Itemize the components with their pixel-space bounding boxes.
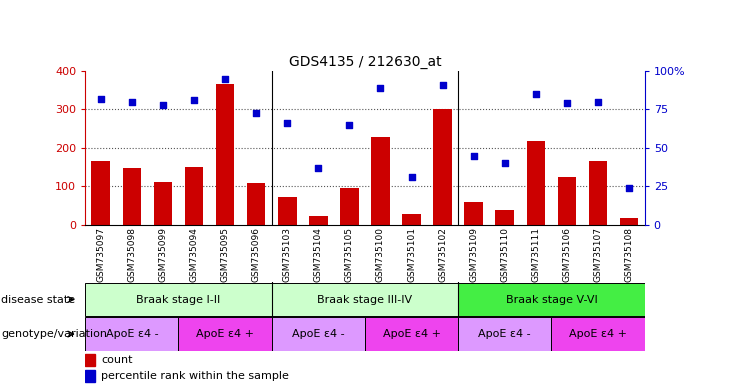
Point <box>282 120 293 126</box>
Point <box>344 122 356 128</box>
Text: Braak stage III-IV: Braak stage III-IV <box>317 295 413 305</box>
Bar <box>153 182 172 225</box>
Bar <box>340 188 359 225</box>
Bar <box>551 318 645 351</box>
Bar <box>122 168 141 225</box>
Bar <box>527 141 545 225</box>
Bar <box>85 283 272 316</box>
Point <box>499 160 511 166</box>
Bar <box>85 318 179 351</box>
Point <box>188 97 200 103</box>
Text: ApoE ε4 +: ApoE ε4 + <box>196 329 254 339</box>
Bar <box>496 210 514 225</box>
Bar <box>247 183 265 225</box>
Bar <box>309 216 328 225</box>
Bar <box>91 161 110 225</box>
Bar <box>85 370 96 382</box>
Point <box>219 76 231 82</box>
Point <box>126 99 138 105</box>
Point <box>157 102 169 108</box>
Point <box>530 91 542 97</box>
Point <box>561 100 573 106</box>
Point <box>95 96 107 102</box>
Text: ApoE ε4 +: ApoE ε4 + <box>382 329 441 339</box>
Bar <box>185 167 203 225</box>
Point <box>468 152 479 159</box>
Bar <box>588 161 608 225</box>
Bar <box>433 109 452 225</box>
Bar <box>402 214 421 225</box>
Text: Braak stage V-VI: Braak stage V-VI <box>505 295 597 305</box>
Text: disease state: disease state <box>1 295 76 305</box>
Text: ApoE ε4 -: ApoE ε4 - <box>479 329 531 339</box>
Bar <box>85 354 96 366</box>
Text: ApoE ε4 +: ApoE ε4 + <box>569 329 627 339</box>
Point <box>313 165 325 171</box>
Bar <box>465 202 483 225</box>
Bar <box>371 137 390 225</box>
Bar <box>278 197 296 225</box>
Text: count: count <box>101 355 133 365</box>
Point <box>405 174 417 180</box>
Bar <box>179 318 272 351</box>
Bar <box>458 318 551 351</box>
Title: GDS4135 / 212630_at: GDS4135 / 212630_at <box>289 55 441 69</box>
Bar <box>272 283 458 316</box>
Bar <box>619 218 639 225</box>
Bar <box>272 318 365 351</box>
Text: Braak stage I-II: Braak stage I-II <box>136 295 221 305</box>
Bar <box>365 318 458 351</box>
Point <box>374 85 386 91</box>
Text: percentile rank within the sample: percentile rank within the sample <box>101 371 289 381</box>
Bar <box>558 177 576 225</box>
Point <box>623 185 635 191</box>
Point <box>250 109 262 116</box>
Point <box>592 99 604 105</box>
Bar <box>458 283 645 316</box>
Point <box>436 82 448 88</box>
Text: ApoE ε4 -: ApoE ε4 - <box>105 329 158 339</box>
Text: genotype/variation: genotype/variation <box>1 329 107 339</box>
Text: ApoE ε4 -: ApoE ε4 - <box>292 329 345 339</box>
Bar <box>216 84 234 225</box>
